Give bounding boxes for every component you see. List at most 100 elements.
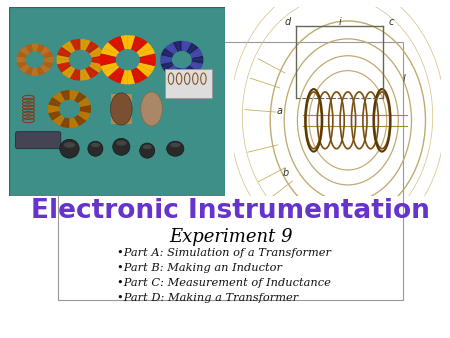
Wedge shape [17,60,26,63]
Wedge shape [25,45,32,53]
Wedge shape [76,94,86,103]
Wedge shape [177,41,182,51]
Wedge shape [101,63,117,72]
Wedge shape [160,55,172,60]
Wedge shape [57,60,69,65]
Wedge shape [128,70,135,84]
Wedge shape [168,43,178,53]
Wedge shape [37,44,42,52]
Ellipse shape [69,50,91,70]
Wedge shape [70,69,78,80]
Wedge shape [80,39,86,50]
Wedge shape [191,55,203,60]
Wedge shape [108,39,122,52]
Wedge shape [188,45,199,54]
Ellipse shape [63,142,75,148]
Wedge shape [72,91,79,101]
Wedge shape [100,60,116,66]
Text: d: d [285,17,291,27]
Wedge shape [87,44,99,54]
Wedge shape [177,68,182,79]
Wedge shape [44,60,53,63]
Wedge shape [59,47,72,55]
Ellipse shape [88,141,103,156]
Wedge shape [104,65,119,77]
Wedge shape [83,40,90,51]
FancyBboxPatch shape [15,132,61,149]
Text: •Part A: Simulation of a Transformer: •Part A: Simulation of a Transformer [117,248,331,258]
Wedge shape [168,67,178,77]
Wedge shape [138,47,155,57]
Wedge shape [121,35,128,50]
Ellipse shape [140,143,155,158]
Wedge shape [53,94,63,103]
Wedge shape [17,57,26,60]
Wedge shape [108,67,122,81]
Wedge shape [134,67,148,81]
Wedge shape [18,51,27,57]
Wedge shape [35,44,39,52]
Wedge shape [184,68,191,78]
Ellipse shape [112,138,130,155]
Wedge shape [104,42,119,54]
Wedge shape [186,43,195,53]
Wedge shape [140,60,156,66]
Text: a: a [277,106,283,116]
Wedge shape [49,101,60,107]
Wedge shape [89,64,102,73]
Text: •Part D: Making a Transformer: •Part D: Making a Transformer [117,293,298,303]
Wedge shape [136,42,152,54]
Wedge shape [100,53,116,60]
Wedge shape [191,60,203,64]
Wedge shape [41,64,50,71]
Text: c: c [389,17,394,27]
Wedge shape [43,54,53,58]
Wedge shape [40,46,48,54]
Wedge shape [114,69,125,83]
Wedge shape [79,101,90,107]
Text: •Part B: Making an Inductor: •Part B: Making an Inductor [117,263,282,273]
Wedge shape [114,36,125,51]
Text: Electronic Instrumentation: Electronic Instrumentation [31,198,430,224]
Wedge shape [162,64,174,72]
Wedge shape [77,97,89,105]
Wedge shape [60,117,67,127]
Ellipse shape [172,51,192,68]
Wedge shape [20,48,28,55]
Wedge shape [28,44,33,52]
Wedge shape [43,61,53,66]
Text: i: i [338,17,341,27]
Wedge shape [60,91,67,101]
Wedge shape [160,60,172,64]
Ellipse shape [143,145,152,149]
Wedge shape [89,47,102,55]
Ellipse shape [91,143,100,147]
Wedge shape [77,113,89,121]
Wedge shape [101,47,117,57]
Wedge shape [32,44,35,52]
Wedge shape [134,39,148,52]
Ellipse shape [60,139,79,158]
Wedge shape [85,41,95,52]
Wedge shape [57,62,70,69]
Wedge shape [131,69,142,83]
Wedge shape [172,41,180,52]
Wedge shape [38,66,45,75]
Wedge shape [128,35,135,50]
Wedge shape [62,44,73,54]
Wedge shape [74,92,83,102]
Wedge shape [80,109,91,113]
Wedge shape [22,65,30,73]
Wedge shape [91,55,104,60]
Wedge shape [22,46,30,54]
Wedge shape [189,48,201,56]
Wedge shape [50,97,61,105]
Ellipse shape [166,141,184,156]
Wedge shape [62,66,73,76]
Wedge shape [80,69,86,80]
Wedge shape [162,48,174,56]
Ellipse shape [59,100,80,118]
Wedge shape [182,68,187,79]
Wedge shape [74,116,83,126]
Wedge shape [42,51,52,57]
